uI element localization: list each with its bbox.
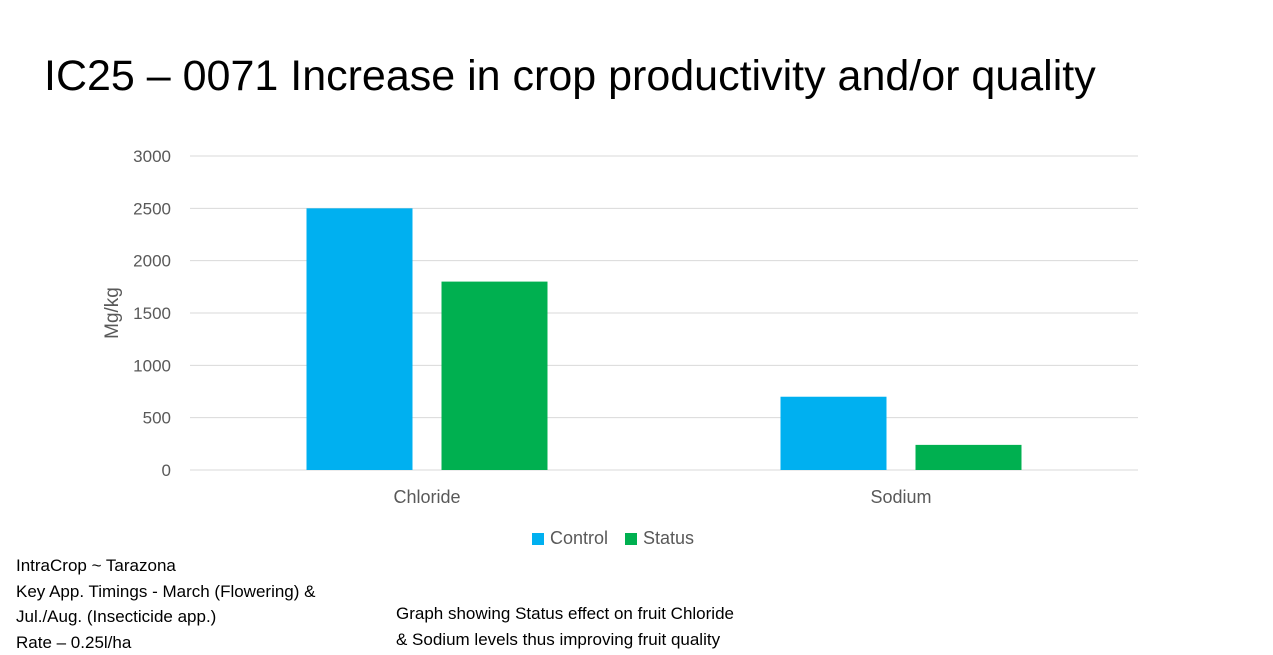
legend-label-status: Status (643, 528, 694, 549)
trial-notes: IntraCrop ~ Tarazona Key App. Timings - … (16, 553, 315, 655)
y-tick-label: 0 (162, 461, 171, 480)
trial-timings-line1: Key App. Timings - March (Flowering) & (16, 579, 315, 605)
y-tick-label: 1000 (133, 356, 171, 375)
x-tick-label-sodium: Sodium (870, 487, 931, 507)
y-tick-label: 1500 (133, 304, 171, 323)
legend-label-control: Control (550, 528, 608, 549)
bar-control-sodium (781, 397, 887, 470)
y-tick-label: 3000 (133, 147, 171, 166)
bar-status-sodium (916, 445, 1022, 470)
x-axis-tick-labels: Chloride Sodium (393, 487, 931, 507)
legend-swatch-control (532, 533, 544, 545)
y-tick-label: 500 (143, 409, 171, 428)
y-axis-label: Mg/kg (102, 287, 123, 339)
graph-description-line1: Graph showing Status effect on fruit Chl… (396, 601, 734, 627)
legend-item-status: Status (625, 528, 694, 549)
x-tick-label-chloride: Chloride (393, 487, 460, 507)
graph-description: Graph showing Status effect on fruit Chl… (396, 601, 734, 652)
trial-timings-line2: Jul./Aug. (Insecticide app.) (16, 604, 315, 630)
bar-status-chloride (442, 282, 548, 470)
graph-description-line2: & Sodium levels thus improving fruit qua… (396, 627, 734, 653)
y-tick-label: 2000 (133, 252, 171, 271)
y-axis-tick-labels: 0 500 1000 1500 2000 2500 3000 (133, 147, 171, 480)
bar-control-chloride (307, 208, 413, 470)
legend-swatch-status (625, 533, 637, 545)
chart-legend: Control Status (532, 528, 711, 549)
trial-location: IntraCrop ~ Tarazona (16, 553, 315, 579)
y-tick-label: 2500 (133, 199, 171, 218)
bars (307, 208, 1022, 470)
legend-item-control: Control (532, 528, 608, 549)
trial-rate: Rate – 0.25l/ha (16, 630, 315, 655)
